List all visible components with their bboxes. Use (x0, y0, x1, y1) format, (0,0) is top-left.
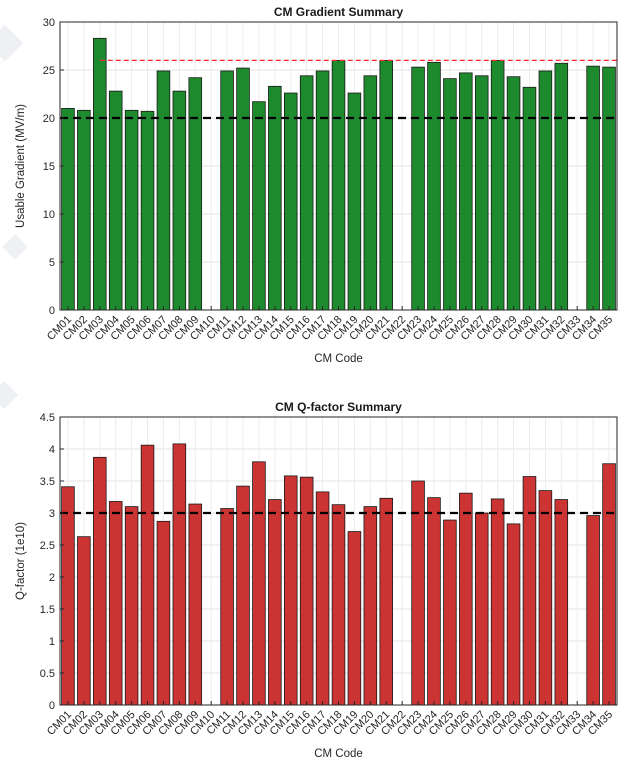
bar-cm26 (459, 492, 473, 706)
bar-cm04 (108, 90, 123, 311)
bar-cm03 (93, 37, 107, 311)
bar-cm19 (347, 531, 362, 706)
bar-cm34 (586, 65, 600, 311)
bar-cm02 (77, 536, 91, 706)
bar-cm28 (490, 60, 505, 311)
bar-cm08 (172, 443, 187, 706)
bar-cm35 (602, 66, 616, 311)
bar-cm25 (443, 519, 457, 706)
y-tick-label: 0 (49, 305, 55, 317)
bar-cm29 (506, 523, 521, 706)
bar-cm06 (140, 110, 155, 311)
bar-cm31 (538, 490, 553, 706)
bar-cm12 (236, 67, 250, 311)
y-tick-label: 3 (49, 508, 55, 520)
bar-cm09 (188, 77, 203, 311)
bar-cm14 (268, 85, 282, 311)
bar-cm27 (474, 75, 489, 311)
bar-cm07 (156, 520, 171, 706)
bar-cm28 (490, 498, 505, 706)
y-tick-label: 30 (43, 17, 55, 29)
bar-cm32 (554, 62, 569, 311)
y-tick-label: 15 (43, 161, 55, 173)
bar-cm21 (379, 60, 394, 311)
bar-cm01 (61, 108, 75, 311)
y-tick-label: 1.5 (40, 604, 55, 616)
y-tick-label: 0.5 (40, 668, 55, 680)
y-tick-label: 4 (49, 444, 55, 456)
bar-cm24 (427, 61, 441, 311)
bar-cm27 (474, 512, 489, 706)
bar-cm08 (172, 90, 187, 311)
bar-cm20 (363, 506, 378, 706)
bar-cm04 (108, 501, 123, 706)
y-tick-label: 2.5 (40, 540, 55, 552)
bar-cm30 (522, 86, 537, 311)
bar-cm01 (61, 486, 75, 706)
y-tick-label: 3.5 (40, 476, 55, 488)
y-tick-label: 5 (49, 257, 55, 269)
bar-cm15 (283, 92, 298, 311)
chart-title: CM Q-factor Summary (275, 400, 402, 414)
y-tick-label: 4.5 (40, 412, 55, 424)
y-axis-label: Usable Gradient (MV/m) (15, 104, 27, 228)
y-tick-label: 2 (49, 572, 55, 584)
qfactor-chart: CM Q-factor Summary Q-factor (1e10) CM C… (15, 400, 618, 760)
bar-cm14 (268, 499, 282, 706)
bar-cm24 (427, 497, 441, 706)
x-axis-label: CM Code (314, 353, 363, 365)
bar-cm15 (283, 475, 298, 706)
bar-cm34 (586, 515, 600, 706)
bar-cm06 (140, 444, 155, 706)
bar-cm18 (331, 60, 346, 311)
bar-cm19 (347, 92, 362, 311)
bar-cm05 (124, 506, 139, 706)
bar-cm07 (156, 70, 171, 311)
bar-cm12 (236, 485, 250, 706)
y-tick-label: 10 (43, 209, 55, 221)
bar-cm05 (124, 109, 139, 311)
bar-cm17 (315, 491, 330, 706)
y-axis-label: Q-factor (1e10) (15, 522, 27, 600)
bar-cm02 (77, 109, 91, 311)
y-tick-label: 1 (49, 636, 55, 648)
bar-cm25 (443, 78, 457, 311)
bar-cm16 (299, 75, 314, 311)
gradient-chart: CM Gradient Summary Usable Gradient (MV/… (15, 5, 618, 365)
bar-cm23 (411, 480, 425, 706)
bar-cm23 (411, 66, 425, 311)
bar-cm21 (379, 497, 394, 706)
chart-title: CM Gradient Summary (274, 5, 404, 19)
bar-cm13 (252, 101, 266, 311)
bar-cm18 (331, 504, 346, 706)
x-axis-label: CM Code (314, 748, 363, 760)
bar-cm03 (93, 456, 107, 706)
bar-cm11 (220, 508, 234, 706)
y-tick-label: 25 (43, 65, 55, 77)
y-tick-label: 0 (49, 700, 55, 712)
bar-cm26 (459, 72, 473, 311)
bar-cm30 (522, 476, 537, 706)
bar-cm29 (506, 76, 521, 311)
bar-cm20 (363, 75, 378, 311)
bar-cm13 (252, 461, 266, 706)
bar-cm35 (602, 463, 616, 706)
bar-cm31 (538, 70, 553, 311)
bar-cm09 (188, 503, 203, 706)
y-tick-label: 20 (43, 113, 55, 125)
bar-cm16 (299, 476, 314, 706)
bar-cm11 (220, 70, 234, 311)
bar-cm32 (554, 499, 569, 706)
bar-cm17 (315, 70, 330, 311)
